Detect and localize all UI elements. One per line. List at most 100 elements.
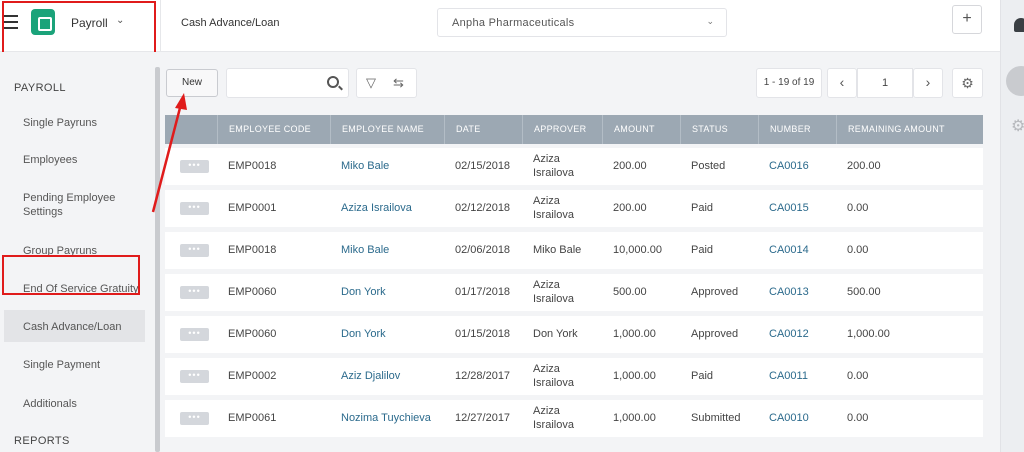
row-actions-more-icon[interactable]: •••: [180, 370, 209, 383]
app-switcher-label[interactable]: Payroll: [71, 16, 108, 30]
cell-number[interactable]: CA0016: [769, 160, 809, 172]
cell-approver: Miko Bale: [533, 244, 582, 256]
table-row[interactable]: ••• EMP0002 Aziz Djalilov 12/28/2017 Aziza I…: [165, 358, 983, 395]
cell-number[interactable]: CA0014: [769, 244, 809, 256]
table-row[interactable]: ••• EMP0060 Don York 01/15/2018 Don York 1,00…: [165, 316, 983, 353]
cell-amount: 200.00: [613, 160, 647, 172]
cell-status: Approved: [691, 286, 739, 298]
chevron-down-icon[interactable]: ⌄: [116, 15, 125, 26]
cell-number[interactable]: CA0013: [769, 286, 809, 298]
filter-group: ▽ ⇆: [356, 68, 417, 98]
cell-remaining-amount: 500.00: [847, 286, 881, 298]
cell-number[interactable]: CA0012: [769, 328, 809, 340]
cell-employee-name[interactable]: Don York: [341, 286, 386, 298]
cell-remaining-amount: 0.00: [847, 412, 869, 424]
bell-icon[interactable]: [1014, 18, 1024, 32]
chevron-left-icon[interactable]: ‹: [827, 68, 857, 98]
cell-status: Approved: [691, 328, 739, 340]
avatar[interactable]: [1006, 66, 1024, 96]
table-row[interactable]: ••• EMP0060 Don York 01/17/2018 Aziza Israil…: [165, 274, 983, 311]
column-header-employee-code[interactable]: EMPLOYEE CODE: [217, 115, 330, 144]
column-header-employee-name[interactable]: EMPLOYEE NAME: [330, 115, 444, 144]
cell-status: Posted: [691, 160, 726, 172]
sidebar-item-cash-advance-loan[interactable]: Cash Advance/Loan: [23, 321, 122, 333]
cell-employee-code: EMP0060: [228, 286, 277, 298]
cell-number[interactable]: CA0015: [769, 202, 809, 214]
search-input[interactable]: [233, 75, 323, 91]
sidebar-item-employees[interactable]: Employees: [23, 154, 78, 166]
cell-approver: Don York: [533, 328, 578, 340]
sidebar-heading-payroll: PAYROLL: [14, 82, 66, 94]
cell-employee-code: EMP0018: [228, 160, 277, 172]
sidebar-item-pending-employee-settings[interactable]: Pending Employee Settings: [23, 192, 116, 218]
sidebar-item-end-of-service-gratuity[interactable]: End Of Service Gratuity: [23, 283, 139, 295]
cell-employee-code: EMP0061: [228, 412, 277, 424]
row-actions-more-icon[interactable]: •••: [180, 244, 209, 257]
filter-icon[interactable]: ▽: [366, 75, 376, 90]
row-actions-more-icon[interactable]: •••: [180, 328, 209, 341]
column-header-number[interactable]: NUMBER: [758, 115, 836, 144]
cell-employee-name[interactable]: Aziza Israilova: [341, 202, 412, 214]
sidebar-item-single-payruns[interactable]: Single Payruns: [23, 117, 97, 129]
swap-icon[interactable]: ⇆: [393, 75, 404, 90]
search-box: [226, 68, 349, 98]
cell-employee-name[interactable]: Aziz Djalilov: [341, 370, 401, 382]
company-select[interactable]: Anpha Pharmaceuticals ⌄: [437, 8, 727, 37]
search-icon[interactable]: [327, 76, 339, 88]
cell-status: Paid: [691, 244, 714, 256]
cell-approver: Aziza Israilova: [533, 405, 574, 431]
chevron-right-icon[interactable]: ›: [913, 68, 943, 98]
cell-employee-name[interactable]: Nozima Tuychieva: [341, 412, 431, 424]
cell-date: 01/17/2018: [455, 286, 511, 298]
sidebar-item-single-payment[interactable]: Single Payment: [23, 359, 101, 371]
cell-employee-code: EMP0002: [228, 370, 277, 382]
column-header-approver[interactable]: APPROVER: [522, 115, 602, 144]
table-row[interactable]: ••• EMP0018 Miko Bale 02/15/2018 Aziza Israi…: [165, 148, 983, 185]
table-row[interactable]: ••• EMP0001 Aziza Israilova 02/12/2018 Aziza…: [165, 190, 983, 227]
table-row[interactable]: ••• EMP0018 Miko Bale 02/06/2018 Miko Bale 10…: [165, 232, 983, 269]
cell-remaining-amount: 0.00: [847, 244, 869, 256]
column-header-remaining-amount[interactable]: REMAINING AMOUNT: [836, 115, 983, 144]
cell-date: 02/06/2018: [455, 244, 511, 256]
cell-employee-name[interactable]: Don York: [341, 328, 386, 340]
sidebar-item-group-payruns[interactable]: Group Payruns: [23, 245, 97, 257]
cell-employee-code: EMP0060: [228, 328, 277, 340]
annotation-highlight-cash-advance: [2, 255, 140, 295]
table-row[interactable]: ••• EMP0061 Nozima Tuychieva 12/27/2017 Aziz…: [165, 400, 983, 437]
cell-number[interactable]: CA0011: [769, 370, 808, 382]
company-select-value: Anpha Pharmaceuticals: [452, 17, 575, 29]
cell-status: Submitted: [691, 412, 741, 424]
cell-status: Paid: [691, 370, 714, 382]
cell-date: 12/28/2017: [455, 370, 511, 382]
cell-amount: 1,000.00: [613, 328, 656, 340]
cell-amount: 500.00: [613, 286, 647, 298]
cell-approver: Aziza Israilova: [533, 279, 574, 305]
cell-employee-name[interactable]: Miko Bale: [341, 244, 390, 256]
cell-date: 01/15/2018: [455, 328, 511, 340]
sidebar-heading-reports: REPORTS: [14, 435, 70, 447]
cell-remaining-amount: 0.00: [847, 370, 869, 382]
new-button[interactable]: New: [166, 69, 218, 97]
cell-status: Paid: [691, 202, 714, 214]
payroll-logo-icon: [31, 9, 55, 35]
row-actions-more-icon[interactable]: •••: [180, 286, 209, 299]
cell-number[interactable]: CA0010: [769, 412, 809, 424]
cell-amount: 10,000.00: [613, 244, 662, 256]
add-button[interactable]: +: [952, 5, 982, 34]
row-actions-more-icon[interactable]: •••: [180, 160, 209, 173]
page-number-input[interactable]: 1: [857, 68, 913, 98]
row-actions-more-icon[interactable]: •••: [180, 202, 209, 215]
menu-icon[interactable]: [4, 15, 18, 29]
page-title: Cash Advance/Loan: [181, 17, 280, 29]
column-header-status[interactable]: STATUS: [680, 115, 758, 144]
cell-amount: 1,000.00: [613, 370, 656, 382]
row-actions-more-icon[interactable]: •••: [180, 412, 209, 425]
sidebar-scrollbar[interactable]: [155, 67, 160, 452]
cell-employee-name[interactable]: Miko Bale: [341, 160, 390, 172]
gear-icon[interactable]: ⚙: [1011, 118, 1024, 135]
sidebar-item-additionals[interactable]: Additionals: [23, 398, 77, 410]
column-header-date[interactable]: DATE: [444, 115, 522, 144]
cell-amount: 1,000.00: [613, 412, 656, 424]
table-settings-gear-icon[interactable]: ⚙: [952, 68, 983, 98]
column-header-amount[interactable]: AMOUNT: [602, 115, 680, 144]
